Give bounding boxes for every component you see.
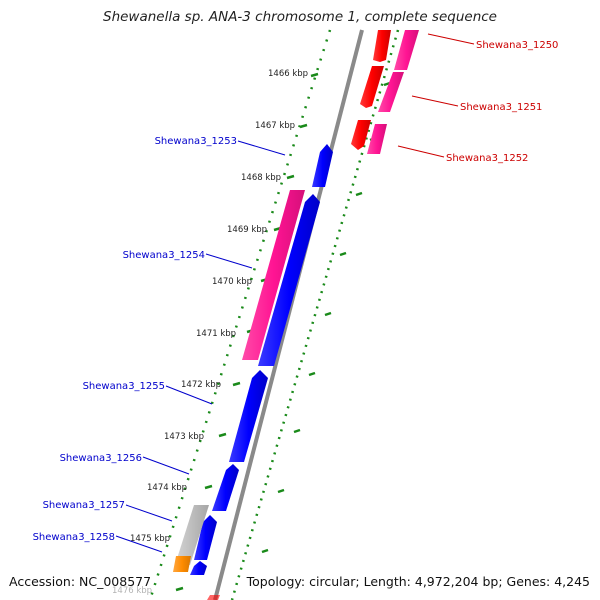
- gene-label[interactable]: Shewana3_1250: [476, 40, 558, 51]
- ruler-label: 1470 kbp: [212, 277, 252, 287]
- gene-feature[interactable]: [229, 370, 268, 462]
- gene-feature[interactable]: [258, 194, 320, 366]
- ruler-tick: [175, 586, 184, 592]
- ruler-tick: [218, 432, 227, 438]
- label-connector: [125, 504, 173, 522]
- gene-feature[interactable]: [242, 190, 305, 360]
- ruler-label: 1471 kbp: [196, 329, 236, 339]
- gene-features-left: [173, 190, 305, 600]
- gene-labels: Shewana3_1250 Shewana3_1251 Shewana3_125…: [33, 40, 559, 543]
- inner-track-dots: [230, 29, 400, 600]
- ruler-label: 1475 kbp: [130, 534, 170, 544]
- forward-strand-features: [190, 144, 333, 575]
- map-title: Shewanella sp. ANA-3 chromosome 1, compl…: [103, 9, 497, 25]
- inner-tick: [277, 488, 285, 494]
- backbone-line: [213, 29, 364, 600]
- gene-feature[interactable]: [367, 124, 387, 154]
- gene-label[interactable]: Shewana3_1255: [83, 381, 165, 392]
- ruler-label: 1473 kbp: [164, 432, 204, 442]
- gene-label[interactable]: Shewana3_1251: [460, 102, 542, 113]
- gene-feature[interactable]: [378, 72, 404, 112]
- inner-tick: [308, 371, 316, 377]
- reverse-strand-features: [351, 30, 419, 154]
- gene-feature[interactable]: [194, 515, 217, 560]
- gene-label[interactable]: Shewana3_1253: [155, 136, 237, 147]
- gene-feature[interactable]: [394, 30, 419, 70]
- gene-feature[interactable]: [207, 595, 220, 600]
- inner-tick: [324, 311, 332, 317]
- ruler-tick: [286, 174, 295, 180]
- ruler-labels: 1466 kbp 1467 kbp 1468 kbp 1469 kbp 1470…: [112, 69, 308, 596]
- ruler-tick: [232, 381, 241, 387]
- gene-feature[interactable]: [351, 120, 371, 150]
- label-connector: [115, 535, 163, 553]
- gene-label[interactable]: Shewana3_1256: [60, 453, 142, 464]
- gene-label[interactable]: Shewana3_1252: [446, 153, 528, 164]
- ruler-tick: [299, 123, 308, 129]
- label-connector: [165, 385, 213, 405]
- label-connector: [427, 33, 475, 45]
- ruler-tick: [310, 72, 319, 78]
- ruler-label: 1469 kbp: [227, 225, 267, 235]
- sequence-summary: Topology: circular; Length: 4,972,204 bp…: [246, 574, 590, 589]
- ruler-label: 1468 kbp: [241, 173, 281, 183]
- label-connector: [142, 456, 190, 475]
- label-connector: [397, 145, 445, 158]
- gene-feature[interactable]: [212, 464, 239, 511]
- inner-tick: [339, 251, 347, 257]
- label-connectors: [115, 33, 475, 553]
- gene-feature[interactable]: [190, 561, 207, 575]
- ruler-label: 1472 kbp: [181, 380, 221, 390]
- inner-tick: [261, 548, 269, 554]
- accession-text: Accession: NC_008577: [9, 574, 152, 589]
- outer-track-dots: [148, 29, 332, 600]
- inner-tick: [355, 191, 363, 197]
- ruler-label: 1474 kbp: [147, 483, 187, 493]
- gene-label[interactable]: Shewana3_1254: [123, 250, 205, 261]
- gene-label[interactable]: Shewana3_1257: [43, 500, 125, 511]
- gene-feature[interactable]: [312, 144, 333, 187]
- gene-feature[interactable]: [360, 66, 384, 108]
- ruler-label: 1467 kbp: [255, 121, 295, 131]
- label-connector: [237, 140, 286, 156]
- label-connector: [205, 253, 253, 269]
- gene-feature[interactable]: [373, 30, 391, 62]
- inner-tick: [293, 428, 301, 434]
- ruler-label: 1476 kbp: [112, 586, 152, 596]
- gene-label[interactable]: Shewana3_1258: [33, 532, 115, 543]
- gene-feature[interactable]: [173, 556, 191, 572]
- ruler-tick: [204, 484, 213, 490]
- ruler-label: 1466 kbp: [268, 69, 308, 79]
- label-connector: [411, 95, 459, 107]
- gene-feature[interactable]: [175, 505, 209, 565]
